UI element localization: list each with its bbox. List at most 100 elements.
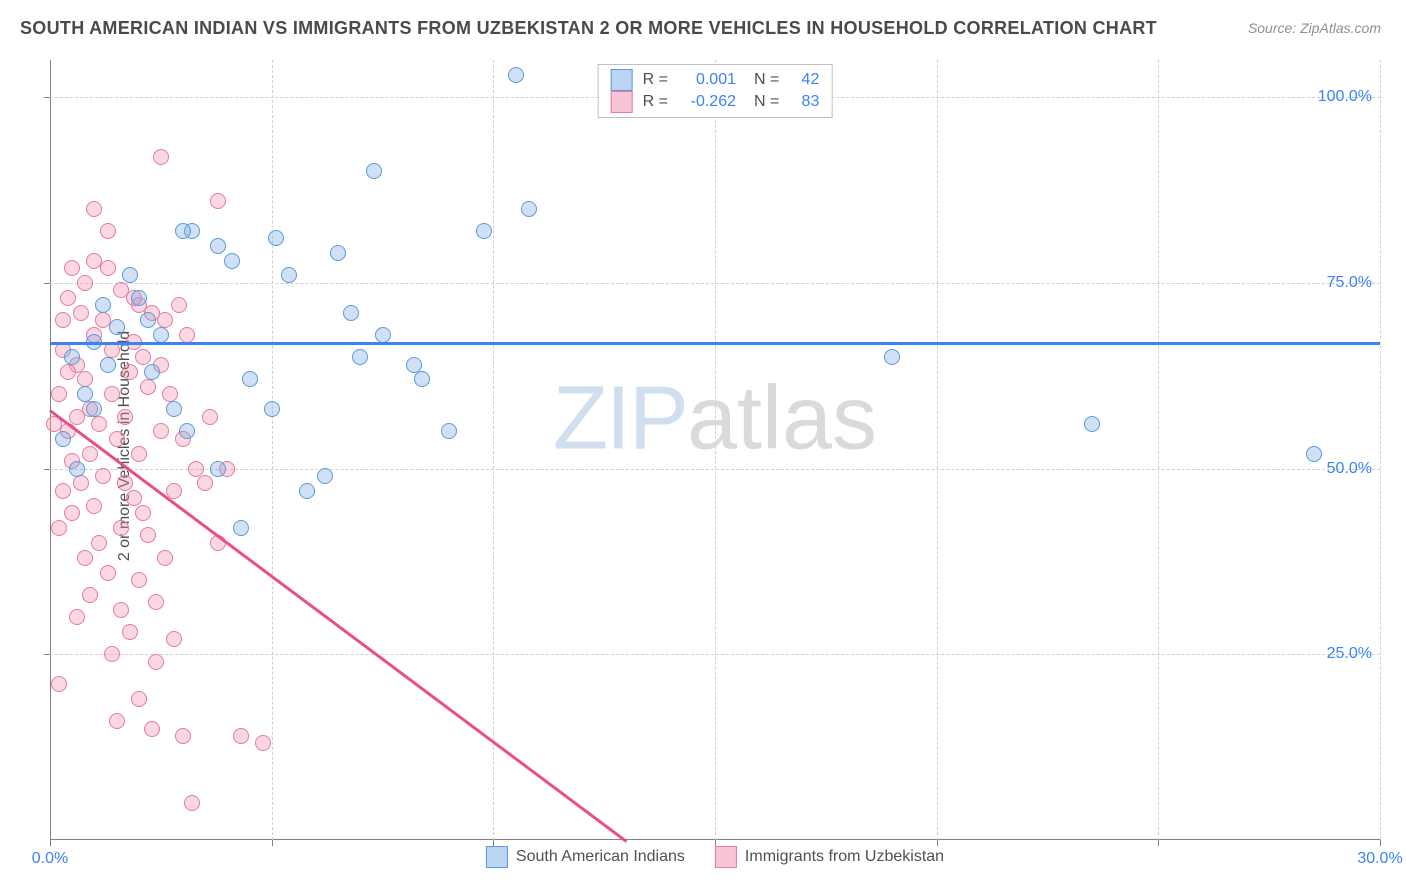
ytick-label: 50.0%: [1327, 460, 1372, 478]
scatter-point: [144, 364, 160, 380]
scatter-point: [60, 364, 76, 380]
gridline-v: [937, 60, 938, 840]
legend-swatch: [611, 91, 633, 113]
scatter-point: [153, 423, 169, 439]
scatter-point: [166, 631, 182, 647]
legend-r-label: R =: [643, 71, 668, 89]
scatter-point: [77, 371, 93, 387]
scatter-point: [55, 312, 71, 328]
scatter-point: [184, 795, 200, 811]
xtick-mark: [1380, 840, 1381, 846]
scatter-point: [69, 409, 85, 425]
trend-line: [50, 342, 1380, 345]
scatter-point: [210, 238, 226, 254]
scatter-point: [210, 461, 226, 477]
chart-title: SOUTH AMERICAN INDIAN VS IMMIGRANTS FROM…: [20, 18, 1157, 39]
scatter-point: [144, 721, 160, 737]
ytick-mark: [44, 283, 50, 284]
scatter-point: [73, 475, 89, 491]
scatter-point: [86, 498, 102, 514]
scatter-point: [884, 349, 900, 365]
legend-swatch: [486, 846, 508, 868]
scatter-point: [202, 409, 218, 425]
scatter-point: [86, 253, 102, 269]
gridline-v: [715, 60, 716, 840]
scatter-point: [441, 423, 457, 439]
ytick-mark: [44, 654, 50, 655]
scatter-point: [91, 416, 107, 432]
scatter-point: [100, 357, 116, 373]
scatter-point: [122, 364, 138, 380]
source-label: Source: ZipAtlas.com: [1248, 20, 1381, 36]
scatter-point: [242, 371, 258, 387]
legend-series-item: South American Indians: [486, 846, 685, 868]
scatter-point: [157, 312, 173, 328]
scatter-point: [281, 267, 297, 283]
scatter-point: [343, 305, 359, 321]
scatter-point: [179, 327, 195, 343]
scatter-point: [95, 297, 111, 313]
scatter-point: [117, 475, 133, 491]
scatter-point: [69, 609, 85, 625]
scatter-point: [317, 468, 333, 484]
scatter-point: [264, 401, 280, 417]
scatter-point: [51, 520, 67, 536]
scatter-point: [508, 67, 524, 83]
scatter-point: [95, 468, 111, 484]
scatter-point: [131, 446, 147, 462]
scatter-point: [1306, 446, 1322, 462]
ytick-label: 75.0%: [1327, 274, 1372, 292]
chart-plot-area: ZIPatlas 25.0%50.0%75.0%100.0%0.0%30.0%R…: [50, 60, 1380, 840]
scatter-point: [131, 572, 147, 588]
gridline-v: [1158, 60, 1159, 840]
legend-stats-row: R =0.001N =42: [611, 69, 820, 91]
scatter-point: [171, 297, 187, 313]
legend-series: South American Indians Immigrants from Uz…: [486, 846, 944, 868]
scatter-point: [69, 461, 85, 477]
legend-series-label: South American Indians: [516, 848, 685, 866]
scatter-point: [366, 163, 382, 179]
scatter-point: [64, 505, 80, 521]
scatter-point: [233, 728, 249, 744]
scatter-point: [330, 245, 346, 261]
gridline-v: [272, 60, 273, 840]
scatter-point: [51, 676, 67, 692]
scatter-point: [122, 267, 138, 283]
scatter-point: [64, 349, 80, 365]
scatter-point: [153, 327, 169, 343]
scatter-point: [91, 535, 107, 551]
scatter-point: [113, 602, 129, 618]
scatter-point: [153, 149, 169, 165]
gridline-v: [1380, 60, 1381, 840]
scatter-point: [179, 423, 195, 439]
scatter-point: [157, 550, 173, 566]
legend-n-label: N =: [754, 93, 779, 111]
scatter-point: [352, 349, 368, 365]
xtick-mark: [272, 840, 273, 846]
scatter-point: [100, 565, 116, 581]
scatter-point: [224, 253, 240, 269]
scatter-point: [210, 193, 226, 209]
legend-r-value: -0.262: [678, 93, 736, 111]
scatter-point: [131, 290, 147, 306]
scatter-point: [140, 312, 156, 328]
scatter-point: [109, 431, 125, 447]
xtick-mark: [50, 840, 51, 846]
scatter-point: [140, 527, 156, 543]
ytick-label: 25.0%: [1327, 645, 1372, 663]
scatter-point: [414, 371, 430, 387]
legend-series-item: Immigrants from Uzbekistan: [715, 846, 944, 868]
scatter-point: [82, 446, 98, 462]
scatter-point: [268, 230, 284, 246]
scatter-point: [148, 594, 164, 610]
scatter-point: [476, 223, 492, 239]
ytick-mark: [44, 97, 50, 98]
scatter-point: [375, 327, 391, 343]
scatter-point: [175, 728, 191, 744]
scatter-point: [131, 691, 147, 707]
xtick-label: 0.0%: [32, 850, 68, 868]
scatter-point: [82, 587, 98, 603]
scatter-point: [148, 654, 164, 670]
scatter-point: [100, 223, 116, 239]
legend-n-label: N =: [754, 71, 779, 89]
